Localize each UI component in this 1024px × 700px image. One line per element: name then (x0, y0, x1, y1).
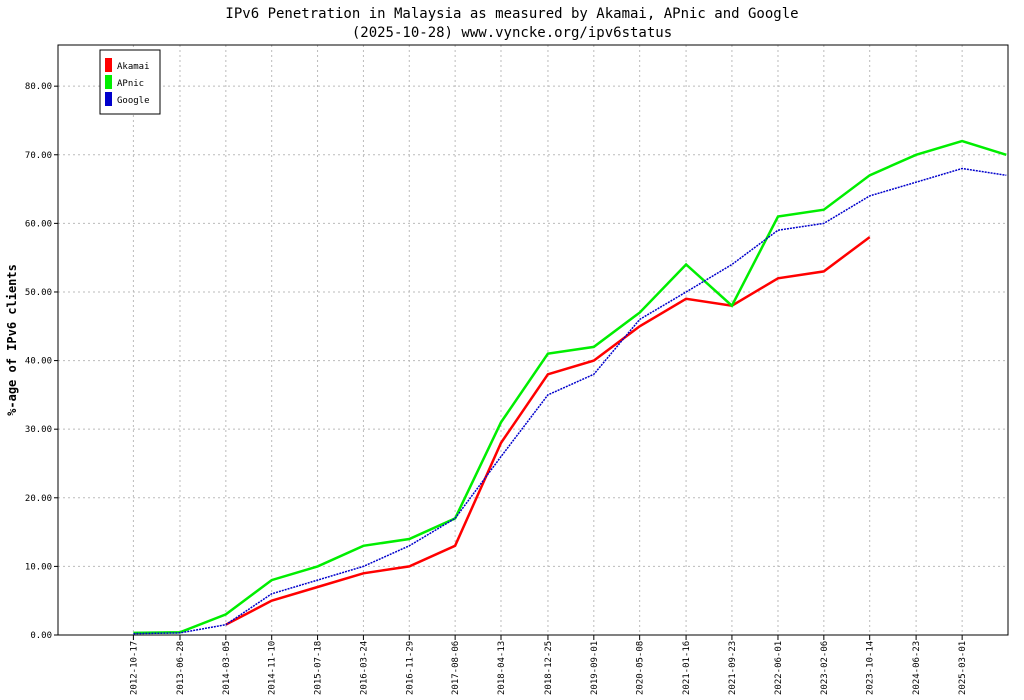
chart-title: IPv6 Penetration in Malaysia as measured… (225, 6, 798, 22)
x-tick-label: 2015-07-18 (314, 641, 324, 695)
x-tick-label: 2016-11-29 (405, 641, 415, 695)
x-tick-label: 2022-06-01 (774, 641, 784, 695)
x-tick-label: 2023-10-14 (866, 641, 876, 695)
legend-swatch (105, 58, 112, 72)
x-tick-label: 2018-12-25 (544, 641, 554, 695)
y-tick-label: 20.00 (25, 494, 52, 504)
series-line (133, 139, 1007, 635)
x-tick-label: 2014-03-05 (222, 641, 232, 695)
x-tick-label: 2014-11-10 (268, 641, 278, 695)
y-tick-label: 30.00 (25, 425, 52, 435)
y-tick-label: 80.00 (25, 82, 52, 92)
y-axis-label: %-age of IPv6 clients (5, 264, 19, 416)
x-tick-label: 2021-09-23 (728, 641, 738, 695)
x-tick-label: 2018-04-13 (497, 641, 507, 695)
x-tick-label: 2019-09-01 (590, 641, 600, 695)
x-tick-label: 2025-03-01 (958, 641, 968, 695)
y-tick-label: 10.00 (25, 562, 52, 572)
y-tick-label: 40.00 (25, 357, 52, 367)
x-tick-label: 2024-06-23 (912, 641, 922, 695)
legend-label: Google (117, 96, 150, 106)
chart-subtitle: (2025-10-28) www.vyncke.org/ipv6status (352, 25, 672, 41)
x-tick-label: 2012-10-17 (129, 641, 139, 695)
x-tick-label: 2016-03-24 (359, 641, 369, 695)
legend-label: Akamai (117, 62, 150, 72)
x-tick-label: 2017-08-06 (451, 641, 461, 695)
y-tick-label: 70.00 (25, 151, 52, 161)
x-tick-label: 2020-05-08 (636, 641, 646, 695)
y-tick-label: 50.00 (25, 288, 52, 298)
legend-swatch (105, 92, 112, 106)
legend-swatch (105, 75, 112, 89)
legend-label: APnic (117, 79, 144, 89)
series-line (133, 167, 1007, 635)
plot-frame (57, 44, 1009, 636)
y-tick-label: 60.00 (25, 219, 52, 229)
x-tick-label: 2023-02-06 (820, 641, 830, 695)
y-tick-label: 0.00 (30, 631, 52, 641)
x-tick-label: 2021-01-16 (682, 641, 692, 695)
x-tick-label: 2013-06-28 (176, 641, 186, 695)
